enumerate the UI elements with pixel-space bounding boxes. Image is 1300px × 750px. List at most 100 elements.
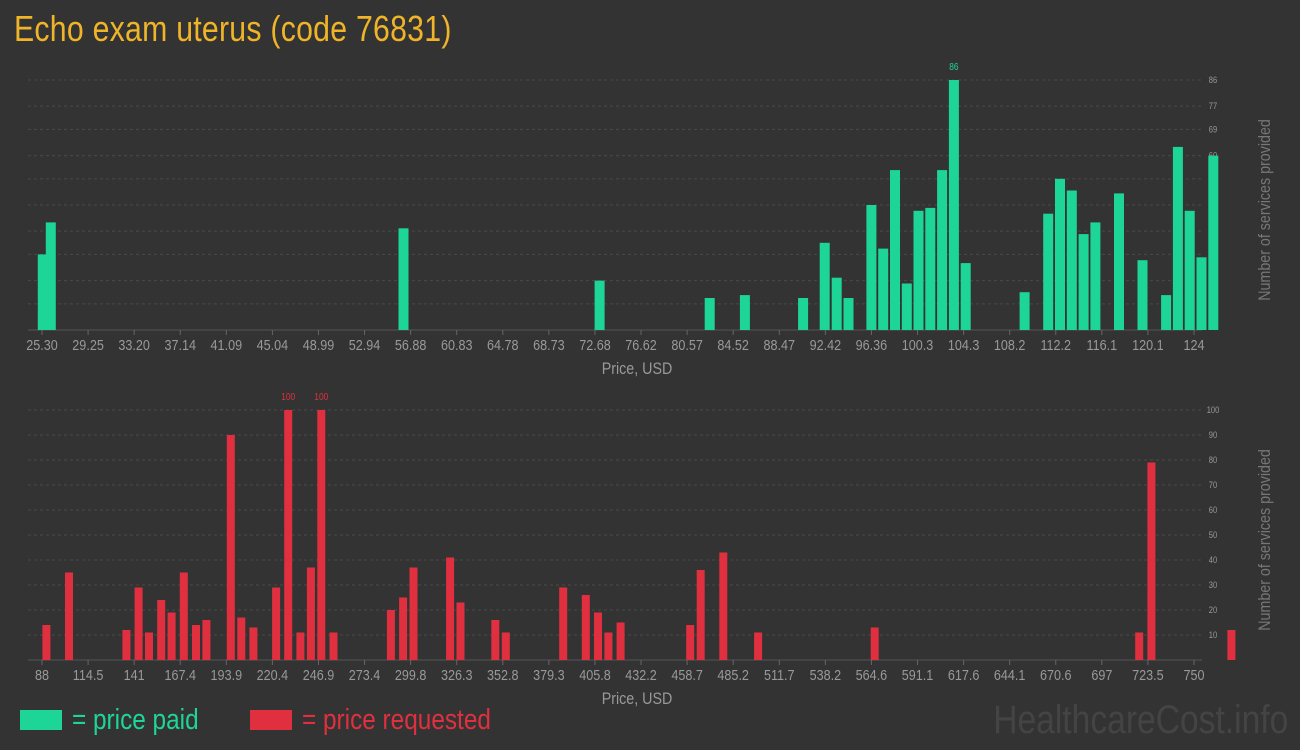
bar: [192, 625, 200, 660]
y-tick-label: 10: [1209, 629, 1218, 640]
bar: [594, 280, 605, 330]
bar: [704, 298, 715, 330]
legend-price-requested: = price requested: [250, 704, 527, 736]
bar: [960, 263, 971, 330]
bar: [1135, 632, 1144, 660]
y-tick-label: 50: [1209, 529, 1218, 540]
bar: [831, 277, 842, 330]
bar: [296, 632, 305, 660]
x-tick-label: 124: [1183, 336, 1204, 353]
bar: [1227, 630, 1236, 660]
x-tick-label: 617.6: [948, 666, 980, 683]
bar: [284, 410, 293, 660]
bar: [870, 627, 879, 660]
bar: [237, 617, 246, 660]
x-tick-label: 670.6: [1040, 666, 1072, 683]
bar: [272, 587, 281, 660]
x-tick-label: 723.5: [1132, 666, 1164, 683]
bar: [65, 572, 73, 660]
x-tick-label: 37.14: [164, 336, 196, 353]
bar: [122, 630, 131, 660]
chart-panel-price-requested: 10 20 30 40 50 60 70 80 90 100 100 100 88 114.5 141 167…: [28, 391, 1274, 708]
x-tick-label: 591.1: [902, 666, 934, 683]
bar: [1137, 260, 1148, 330]
x-tick-label: 564.6: [856, 666, 888, 683]
bar: [446, 557, 455, 660]
bar: [45, 222, 56, 330]
bar: [398, 228, 409, 330]
x-tick-label: 68.73: [533, 336, 565, 353]
bar: [1090, 222, 1101, 330]
x-tick-label: 104.3: [948, 336, 980, 353]
bar: [1055, 178, 1065, 330]
y-tick-label: 86: [1209, 74, 1218, 85]
x-tick-label: 80.57: [671, 336, 703, 353]
x-tick-label: 114.5: [73, 666, 104, 683]
y-tick-label: 20: [1209, 604, 1218, 615]
bar: [798, 298, 809, 330]
x-tick-label: 167.4: [164, 666, 196, 683]
legend-swatch-paid: [20, 710, 62, 730]
bar: [937, 170, 948, 330]
x-tick-label: 697: [1091, 666, 1112, 683]
bar: [1196, 257, 1207, 330]
x-tick-label: 64.78: [487, 336, 519, 353]
x-tick-label: 88.47: [764, 336, 796, 353]
bar: [901, 283, 912, 330]
x-tick-label: 120.1: [1132, 336, 1164, 353]
bar: [306, 567, 315, 660]
bar: [226, 435, 235, 660]
bar: [42, 625, 51, 660]
page-title: Echo exam uterus (code 76831): [14, 8, 452, 49]
x-tick-label: 220.4: [257, 666, 289, 683]
x-tick-label: 88: [35, 666, 49, 683]
x-tick-label: 60.83: [441, 336, 473, 353]
bar: [1066, 190, 1077, 330]
x-tick-label: 405.8: [579, 666, 611, 683]
x-tick-label: 273.4: [349, 666, 381, 683]
bar: [878, 248, 889, 330]
bar: [819, 242, 830, 330]
x-tick-label: 750: [1183, 666, 1204, 683]
x-tick-label: 100.3: [902, 336, 934, 353]
y-tick-label: 60: [1209, 150, 1218, 161]
max-value-label: 100: [281, 391, 295, 402]
x-tick-label: 326.3: [441, 666, 473, 683]
x-axis-label: Price, USD: [602, 690, 673, 708]
watermark: HealthcareCost.info: [992, 698, 1288, 742]
bar: [1147, 462, 1156, 660]
x-tick-label: 33.20: [118, 336, 150, 353]
bar: [1114, 193, 1124, 330]
legend-price-paid: = price paid: [20, 704, 223, 736]
y-tick-label: 60: [1209, 504, 1218, 515]
max-value-label: 100: [314, 391, 328, 402]
bar: [409, 567, 418, 660]
x-tick-label: 84.52: [717, 336, 749, 353]
bar: [604, 632, 613, 660]
y-tick-label: 77: [1209, 100, 1218, 111]
bar: [559, 587, 568, 660]
bar: [581, 595, 590, 660]
bar: [179, 572, 188, 660]
x-tick-label: 116.1: [1087, 336, 1118, 353]
y-tick-label: 70: [1209, 479, 1218, 490]
legend-label-requested: = price requested: [302, 703, 491, 736]
bar: [616, 622, 625, 660]
legend-swatch-requested: [250, 710, 292, 730]
bar: [386, 610, 395, 660]
bar: [866, 205, 877, 330]
chart-panel-price-paid: 91726344352606977868625.3029.2533.2037.1…: [26, 61, 1274, 378]
x-tick-label: 246.9: [303, 666, 335, 683]
x-tick-label: 432.2: [625, 666, 657, 683]
bar: [145, 632, 153, 660]
y-axis-label: Number of services provided: [1256, 119, 1274, 301]
bar: [491, 620, 500, 660]
legend-label-paid: = price paid: [72, 703, 199, 736]
x-tick-label: 48.99: [303, 336, 335, 353]
bar: [686, 625, 695, 660]
bar: [890, 170, 900, 330]
x-tick-label: 511.7: [764, 666, 795, 683]
bar: [329, 632, 338, 660]
